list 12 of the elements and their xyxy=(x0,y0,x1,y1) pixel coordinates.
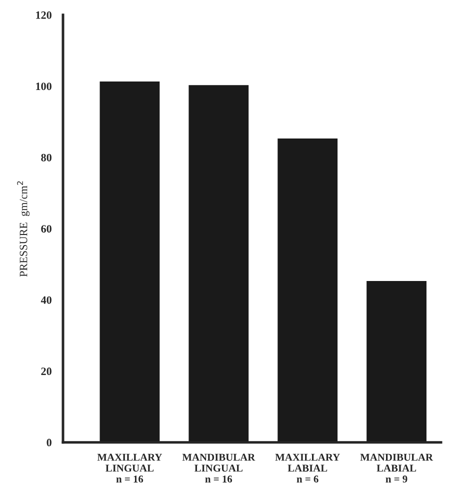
y-tick-label: 40 xyxy=(40,296,52,304)
y-tick-label: 20 xyxy=(41,368,52,376)
y-tick-label: 0 xyxy=(46,438,52,446)
y-tick-label: 120 xyxy=(36,11,52,19)
x-tick-label: MAXILLARY LABIAL n = 6 xyxy=(275,454,340,483)
x-tick-label: MANDIBULAR LINGUAL n = 16 xyxy=(182,454,256,483)
y-tick-label: 60 xyxy=(41,225,52,233)
x-tick-label: MAXILLARY LINGUAL n = 16 xyxy=(97,454,162,483)
y-tick-label: 100 xyxy=(36,82,52,90)
y-axis-title: PRESSURE gm/cm$^{2}$ xyxy=(17,181,30,277)
x-tick-label: MANDIBULAR LABIAL n = 9 xyxy=(360,454,434,483)
y-tick-label: 80 xyxy=(41,154,52,162)
